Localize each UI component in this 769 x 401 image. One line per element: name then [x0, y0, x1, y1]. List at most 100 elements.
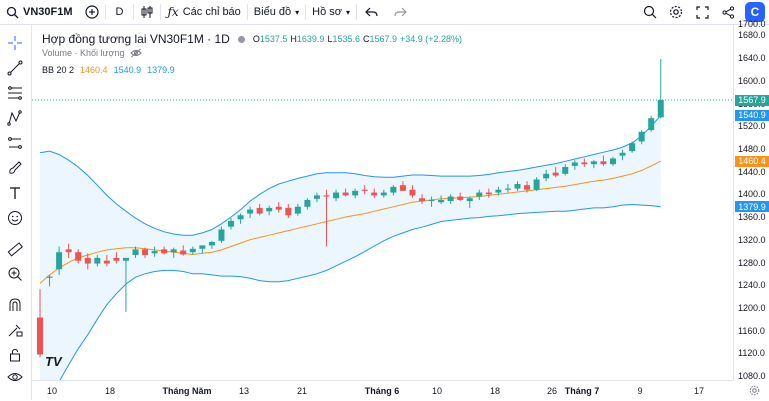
candle-body: [189, 248, 196, 253]
fib-retracement-icon[interactable]: [5, 83, 25, 103]
bb-label[interactable]: BB 20 2: [42, 65, 75, 75]
eye-icon[interactable]: [5, 367, 25, 387]
undo-button[interactable]: [357, 0, 386, 24]
candle-body: [399, 185, 406, 191]
candle-body: [199, 245, 206, 249]
candle-body: [590, 161, 597, 165]
axis-settings-button[interactable]: [747, 383, 761, 397]
divider: [104, 4, 106, 20]
time-tick-label: Tháng Năm: [162, 386, 212, 396]
profile-dropdown[interactable]: Hồ sơ ▾: [306, 0, 356, 24]
price-tick-label: 1440.0: [738, 166, 766, 177]
candle-body: [56, 252, 63, 270]
divider: [160, 4, 162, 20]
crosshair-icon[interactable]: [5, 33, 25, 53]
text-tool-icon[interactable]: [5, 183, 25, 203]
projection-icon[interactable]: [5, 133, 25, 153]
candle-body: [122, 257, 129, 261]
candle-body: [285, 207, 292, 216]
time-tick-label: 13: [238, 386, 250, 396]
ruler-icon[interactable]: [5, 239, 25, 259]
candle-body: [543, 173, 550, 179]
candle-body: [447, 196, 454, 202]
candle-body: [495, 189, 502, 193]
share-icon: [721, 5, 735, 19]
candle-body: [333, 192, 340, 199]
eye-crossed-icon[interactable]: [130, 48, 143, 58]
candle-body: [84, 257, 91, 264]
bollinger-upper-line: [39, 115, 662, 236]
candle-body: [304, 199, 311, 207]
candle-body: [323, 195, 330, 197]
plus-circle-icon: [84, 5, 99, 19]
symbol-search[interactable]: VN30F1M: [0, 0, 79, 24]
candle-body: [610, 158, 616, 165]
share-button[interactable]: [715, 0, 741, 24]
legend-main-row: Hợp đồng tương lai VN30F1M · 1D O 1537.5…: [42, 32, 462, 46]
redo-button[interactable]: [386, 0, 415, 24]
price-tick-label: 1160.0: [738, 325, 765, 336]
function-icon: ƒx: [167, 5, 179, 19]
time-axis[interactable]: 10 18 Tháng Năm 13 21 Tháng 6 10 18 26 Tháng 7 9 17: [32, 380, 733, 401]
trend-line-icon[interactable]: [5, 58, 25, 78]
pattern-icon[interactable]: [5, 108, 25, 128]
candle-body: [180, 250, 187, 255]
price-chart[interactable]: [32, 25, 733, 380]
lock-drawing-icon[interactable]: [5, 320, 25, 340]
candle-body: [237, 215, 244, 220]
app-logo[interactable]: C: [745, 2, 765, 22]
fullscreen-button[interactable]: [689, 0, 715, 24]
candle-body: [629, 143, 636, 152]
divider: [355, 4, 357, 20]
bollinger-lower-line: [59, 203, 661, 380]
indicators-button[interactable]: ƒx Các chỉ báo: [161, 0, 246, 24]
ohlc-close: 1567.9: [369, 34, 398, 44]
quick-search-button[interactable]: [637, 0, 663, 24]
candle-body: [256, 207, 263, 214]
volume-label[interactable]: Volume · Khối lượng: [42, 48, 125, 58]
emoji-icon[interactable]: [5, 208, 25, 228]
profile-label: Hồ sơ: [312, 6, 342, 18]
candle-body: [533, 179, 540, 190]
last-price-label: 1567.9: [735, 94, 769, 106]
ohlc-change: +34.9 (+2.28%): [400, 34, 463, 44]
price-tick-label: 1240.0: [738, 280, 766, 291]
price-tick-label: 1280.0: [738, 257, 766, 268]
candle-body: [103, 260, 110, 264]
candle-body: [600, 161, 607, 165]
gear-icon: [749, 385, 760, 396]
candle-body: [208, 241, 215, 246]
candle-body: [380, 192, 387, 196]
chart-style-button[interactable]: [134, 0, 160, 24]
undo-icon: [365, 7, 378, 18]
candle-body: [228, 220, 234, 227]
candle-body: [142, 249, 149, 256]
chart-title[interactable]: Hợp đồng tương lai VN30F1M · 1D: [42, 32, 230, 46]
candle-body: [524, 185, 531, 190]
ohlc-low-label: L: [327, 34, 333, 44]
candle-body: [657, 100, 664, 118]
candle-body: [361, 189, 368, 191]
candle-body: [619, 152, 626, 156]
time-tick-label: 18: [489, 386, 501, 396]
candle-body: [552, 172, 559, 176]
magnet-icon[interactable]: [5, 295, 25, 315]
candle-body: [151, 251, 158, 254]
candles-icon: [140, 5, 154, 19]
lock-icon[interactable]: [5, 345, 25, 365]
brush-icon[interactable]: [5, 158, 25, 178]
chart-type-dropdown[interactable]: Biểu đồ ▾: [248, 0, 305, 24]
search-icon: [643, 5, 657, 19]
interval-label: D: [115, 6, 124, 18]
bb-upper-value: 1540.9: [113, 65, 142, 75]
interval-button[interactable]: D: [106, 0, 134, 24]
candle-body: [457, 196, 464, 200]
compare-button[interactable]: [79, 0, 105, 24]
time-tick-label: 26: [546, 386, 558, 396]
time-tick-label: 18: [104, 386, 116, 396]
settings-button[interactable]: [663, 0, 689, 24]
zoom-in-icon[interactable]: [5, 264, 25, 284]
gear-icon: [669, 5, 683, 19]
price-axis[interactable]: 1700.01680.01640.01600.01560.01520.01480…: [733, 19, 769, 381]
tradingview-watermark[interactable]: TV: [45, 354, 62, 369]
